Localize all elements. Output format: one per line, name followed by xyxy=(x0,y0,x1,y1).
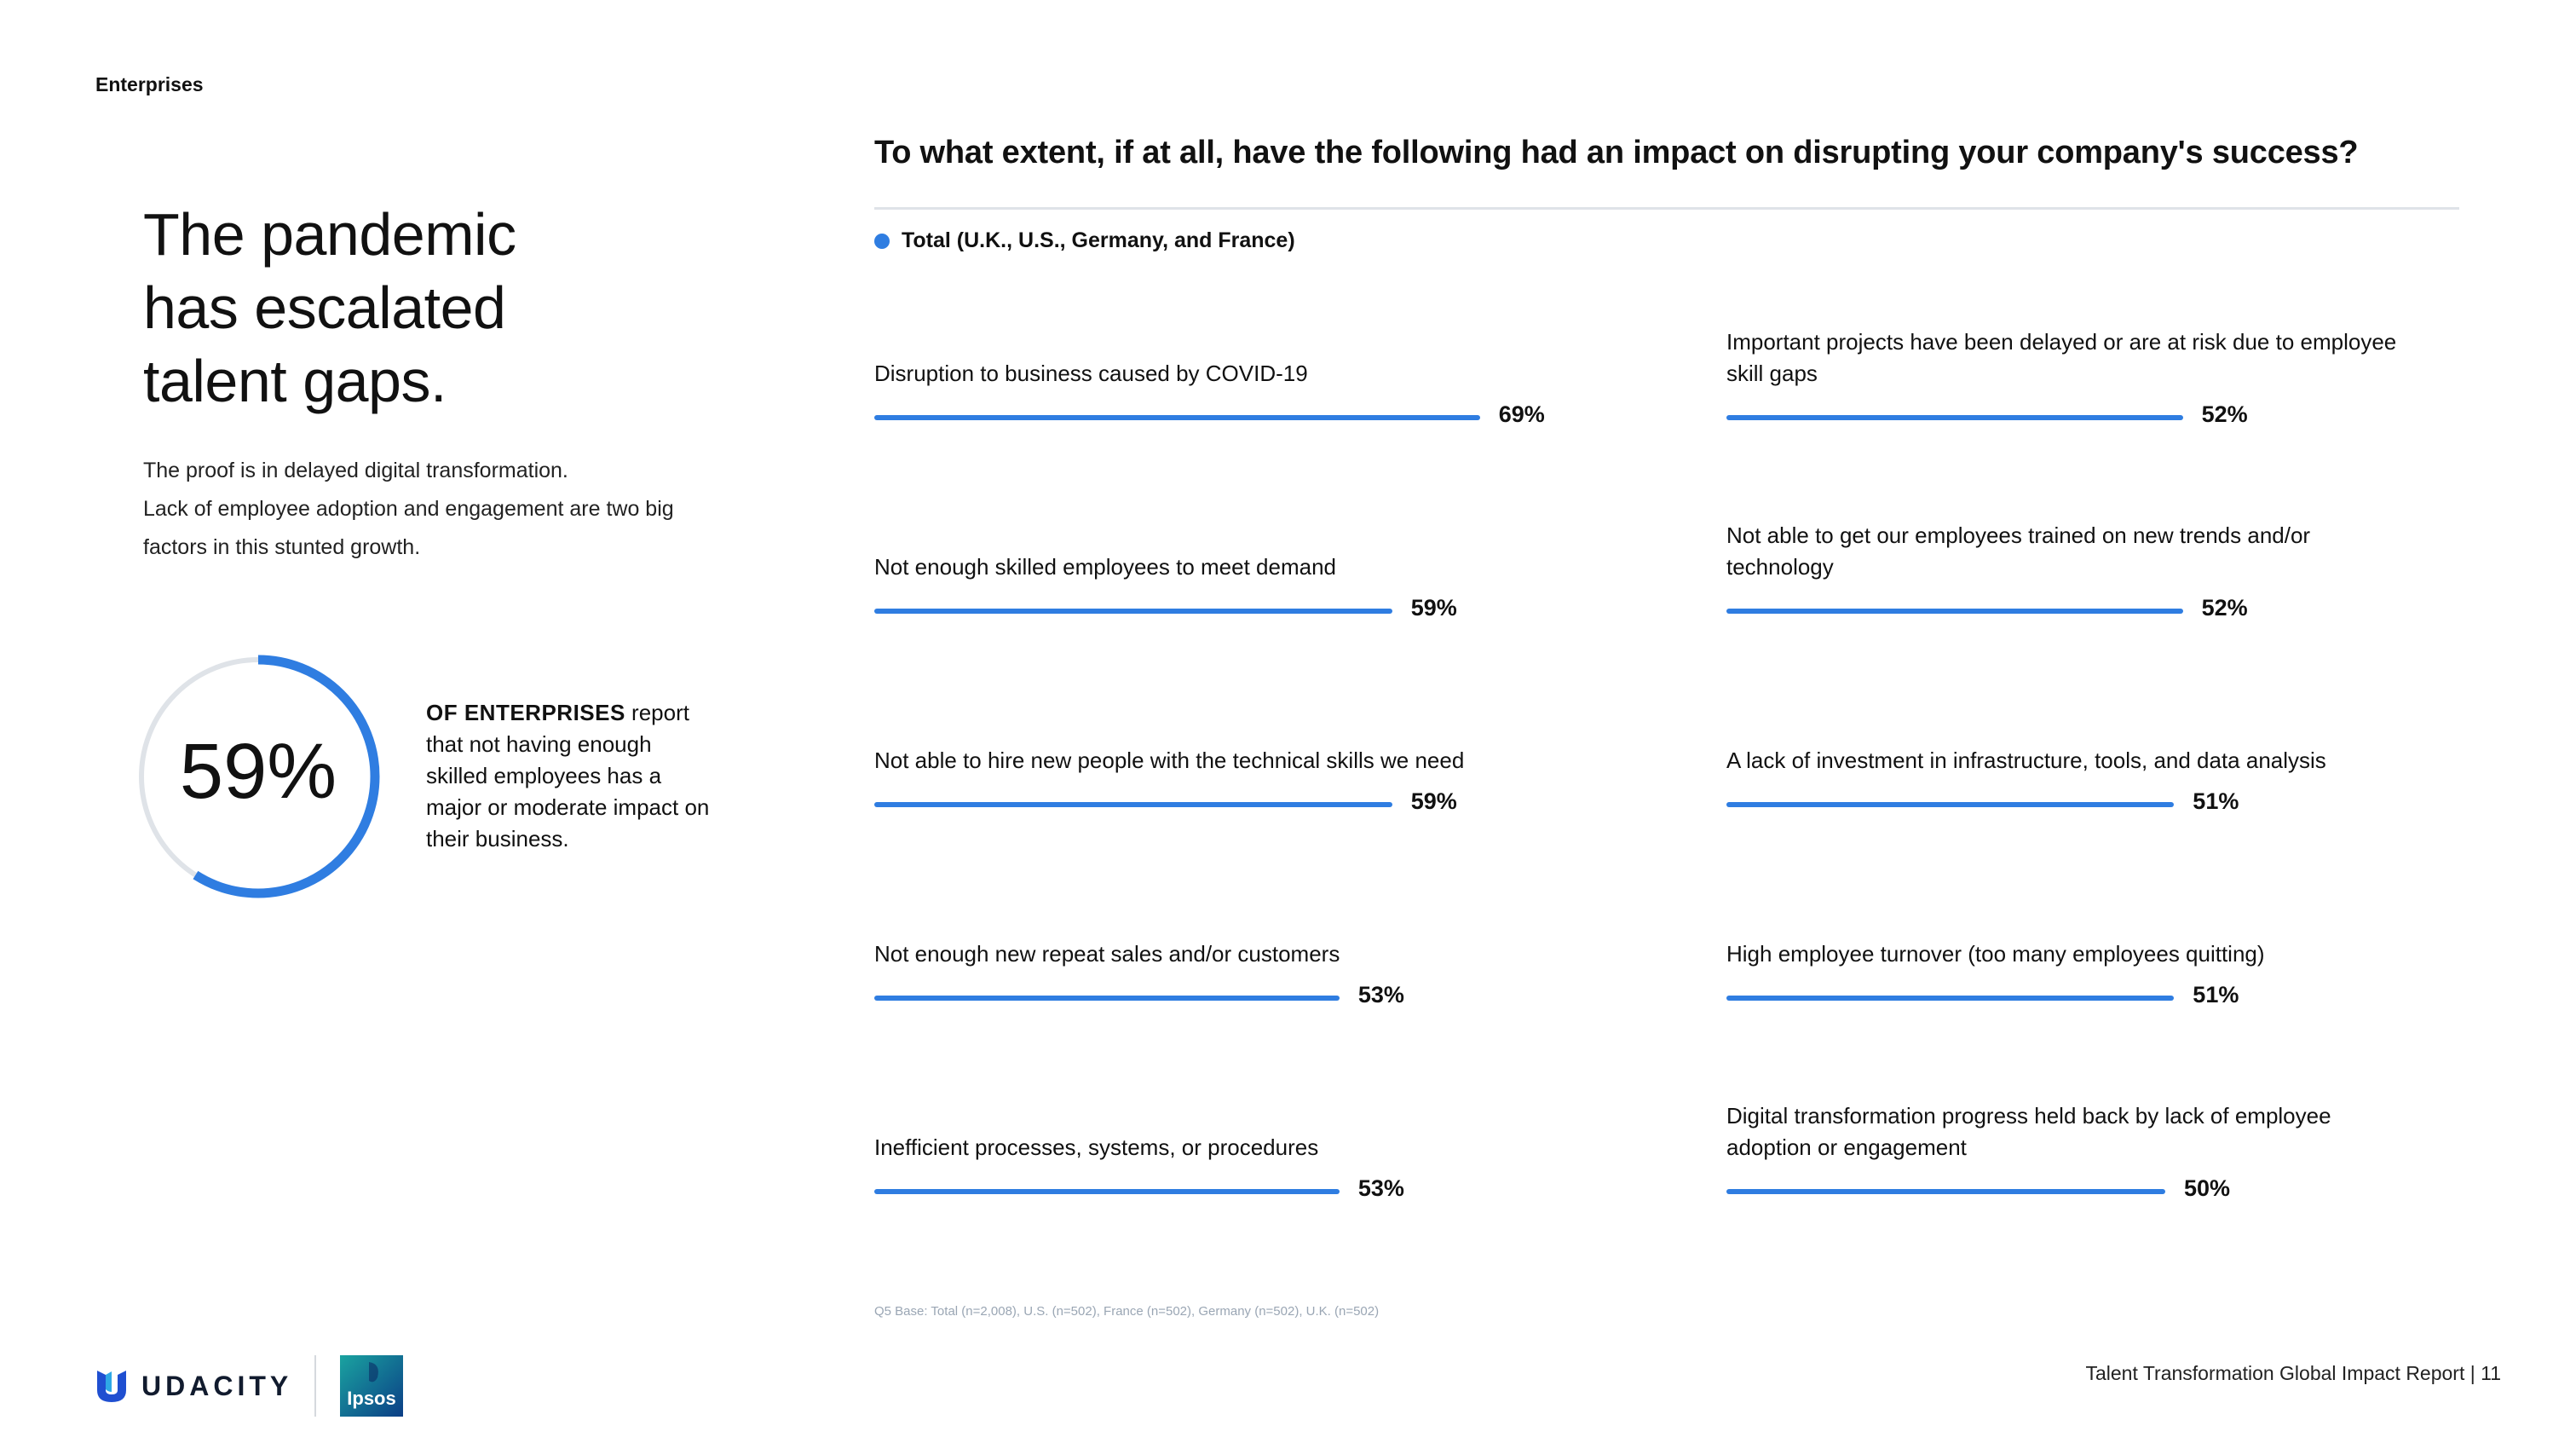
udacity-logo-icon xyxy=(97,1371,126,1402)
legend-dot-icon xyxy=(874,233,890,249)
bar xyxy=(1726,802,2175,807)
legend-label: Total (U.K., U.S., Germany, and France) xyxy=(902,228,1295,252)
bar-category-label-line: Inefficient processes, systems, or proce… xyxy=(874,1134,1319,1160)
bar-item: Disruption to business caused by COVID-1… xyxy=(874,294,1641,439)
intro-line: factors in this stunted growth. xyxy=(143,535,421,559)
bar-category-label: Not enough new repeat sales and/or custo… xyxy=(874,938,1340,970)
bar-category-label-line: Disruption to business caused by COVID-1… xyxy=(874,361,1308,386)
bar-value-label: 52% xyxy=(2201,401,2248,427)
bar-category-label-line: technology xyxy=(1726,554,1834,580)
stat-lead: OF ENTERPRISES xyxy=(426,700,625,725)
bar-category-label: Inefficient processes, systems, or proce… xyxy=(874,1132,1318,1163)
donut-value-label: 59% xyxy=(180,728,337,815)
bar xyxy=(1726,415,2183,420)
bar-item: Not enough skilled employees to meet dem… xyxy=(874,488,1641,632)
bar-value-label: 53% xyxy=(1357,982,1404,1007)
bar-category-label: Important projects have been delayed or … xyxy=(1726,326,2396,390)
bar-category-label: Digital transformation progress held bac… xyxy=(1726,1100,2331,1163)
bar-item: High employee turnover (too many employe… xyxy=(1726,875,2493,1019)
stat-text: report that not having enough skilled em… xyxy=(426,700,710,852)
headline-line: has escalated xyxy=(143,274,506,341)
bar xyxy=(874,1189,1340,1194)
headline-line: The pandemic xyxy=(143,201,516,268)
bar xyxy=(874,609,1392,614)
udacity-wordmark: UDACITY xyxy=(141,1370,293,1401)
bar-category-label-line: Digital transformation progress held bac… xyxy=(1726,1103,2331,1129)
bar-item: Not able to hire new people with the tec… xyxy=(874,681,1641,826)
intro-line: Lack of employee adoption and engagement… xyxy=(143,497,674,521)
title-divider xyxy=(874,207,2459,210)
intro-text: The proof is in delayed digital transfor… xyxy=(143,452,740,567)
stat-donut-chart: 59% xyxy=(136,655,380,898)
headline-line: talent gaps. xyxy=(143,348,447,414)
ipsos-logo-icon: Ipsos xyxy=(340,1355,404,1417)
bar-item: Digital transformation progress held bac… xyxy=(1726,1068,2493,1213)
bar xyxy=(1726,609,2183,614)
donut-progress-arc xyxy=(136,655,380,898)
bar-category-label: Not able to get our employees trained on… xyxy=(1726,520,2310,583)
bar-category-label: Not able to hire new people with the tec… xyxy=(874,745,1464,776)
bar-item: Important projects have been delayed or … xyxy=(1726,294,2493,439)
footnote: Q5 Base: Total (n=2,008), U.S. (n=502), … xyxy=(874,1304,1380,1319)
bar-value-label: 50% xyxy=(2184,1175,2231,1201)
bar-category-label-line: Not able to get our employees trained on… xyxy=(1726,522,2311,548)
bar-category-label-line: Important projects have been delayed or … xyxy=(1726,329,2397,355)
bar-value-label: 59% xyxy=(1410,788,1457,814)
bar-value-label: 53% xyxy=(1357,1175,1404,1201)
bar-item: Inefficient processes, systems, or proce… xyxy=(874,1068,1641,1213)
bar-category-label-line: adoption or engagement xyxy=(1726,1134,1967,1160)
bar-value-label: 51% xyxy=(2193,788,2239,814)
bar-value-label: 51% xyxy=(2193,982,2239,1007)
chart-title: To what extent, if at all, have the foll… xyxy=(874,135,2359,170)
page-footer: Talent Transformation Global Impact Repo… xyxy=(2085,1362,2501,1384)
brand-logos: UDACITY Ipsos xyxy=(92,1355,404,1417)
bar-category-label: High employee turnover (too many employe… xyxy=(1726,938,2265,970)
bar-category-label: A lack of investment in infrastructure, … xyxy=(1726,745,2326,776)
bar-item: Not enough new repeat sales and/or custo… xyxy=(874,875,1641,1019)
bar-category-label-line: Not able to hire new people with the tec… xyxy=(874,748,1465,773)
bar xyxy=(874,802,1392,807)
logo-divider xyxy=(314,1355,317,1417)
bar-category-label-line: Not enough new repeat sales and/or custo… xyxy=(874,941,1340,967)
intro-line: The proof is in delayed digital transfor… xyxy=(143,459,568,482)
bar-category-label-line: Not enough skilled employees to meet dem… xyxy=(874,554,1336,580)
bar-value-label: 52% xyxy=(2201,595,2248,621)
section-tag: Enterprises xyxy=(95,73,204,95)
bar-category-label: Disruption to business caused by COVID-1… xyxy=(874,358,1308,390)
bar xyxy=(1726,996,2175,1001)
bar xyxy=(1726,1189,2165,1194)
page-headline: The pandemic has escalated talent gaps. xyxy=(143,198,620,418)
bar-category-label: Not enough skilled employees to meet dem… xyxy=(874,551,1336,583)
bar xyxy=(874,996,1340,1001)
bar-category-label-line: A lack of investment in infrastructure, … xyxy=(1726,748,2326,773)
bar-value-label: 59% xyxy=(1410,595,1457,621)
bar-category-label-line: High employee turnover (too many employe… xyxy=(1726,941,2265,967)
ipsos-wordmark: Ipsos xyxy=(347,1388,395,1409)
bar-item: Not able to get our employees trained on… xyxy=(1726,488,2493,632)
bar xyxy=(874,415,1480,420)
bar-item: A lack of investment in infrastructure, … xyxy=(1726,681,2493,826)
bar-value-label: 69% xyxy=(1498,401,1545,427)
bar-category-label-line: skill gaps xyxy=(1726,361,1818,386)
chart-legend: Total (U.K., U.S., Germany, and France) xyxy=(874,228,1295,253)
stat-description: OF ENTERPRISES report that not having en… xyxy=(426,697,716,855)
